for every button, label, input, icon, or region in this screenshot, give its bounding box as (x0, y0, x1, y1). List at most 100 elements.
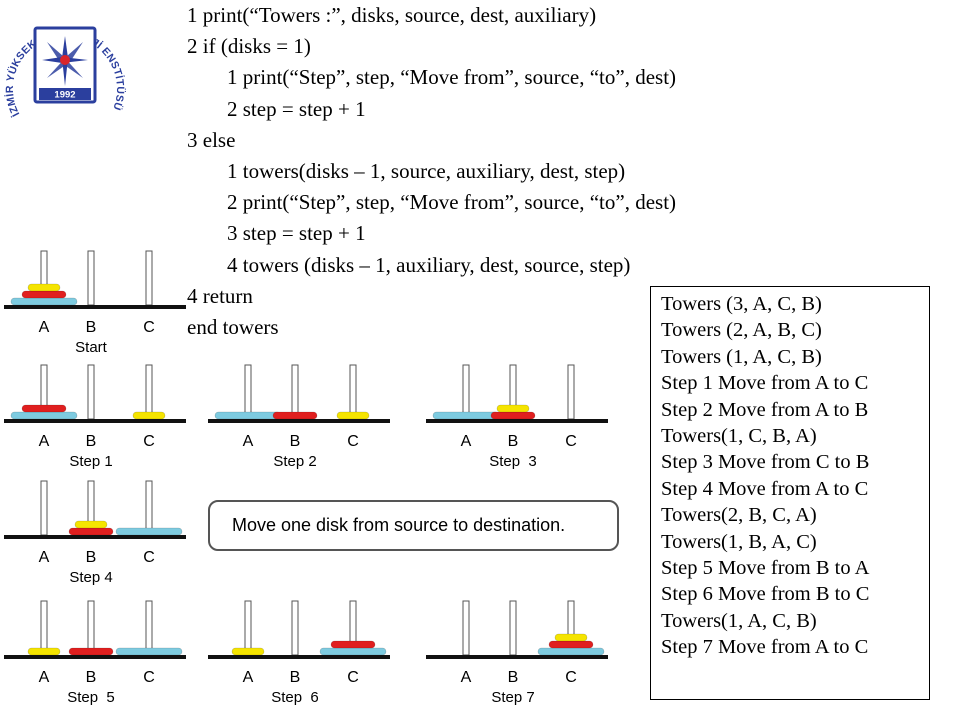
peg (87, 364, 95, 420)
trace-line: Step 2 Move from A to B (661, 398, 869, 421)
diagram-caption: Step 2 (273, 453, 316, 470)
trace-line: Step 6 Move from B to C (661, 583, 870, 606)
code-line: 2 if (disks = 1) (187, 34, 311, 59)
code-line: 3 step = step + 1 (227, 221, 366, 246)
peg (145, 480, 153, 536)
peg (145, 364, 153, 420)
move-rule-callout: Move one disk from source to destination… (208, 500, 619, 551)
peg-label: A (243, 433, 254, 450)
peg (349, 364, 357, 420)
peg-label: A (39, 669, 50, 686)
trace-line: Step 3 Move from C to B (661, 451, 870, 474)
trace-line: Towers (1, A, C, B) (661, 345, 822, 368)
hanoi-diagram: A B C Start (4, 250, 186, 356)
disk-large (115, 527, 183, 536)
peg-label: C (347, 669, 359, 686)
trace-line: Step 7 Move from A to C (661, 636, 869, 659)
disk-large (432, 411, 500, 420)
disk-large (115, 647, 183, 656)
peg-label: A (39, 433, 50, 450)
code-line: 2 step = step + 1 (227, 96, 366, 121)
code-line: 4 towers (disks – 1, auxiliary, dest, so… (227, 252, 631, 277)
disk-medium (490, 411, 536, 420)
base-platform (426, 655, 608, 659)
disk-medium (68, 647, 114, 656)
code-line: 1 print(“Step”, step, “Move from”, sourc… (227, 65, 677, 90)
peg (87, 600, 95, 656)
code-line: 4 return (187, 283, 253, 308)
logo-year: 1992 (54, 90, 75, 101)
institute-logo: İZMİR YÜKSEK TEKNOLOJİ ENSTİTÜSÜ 1992 (3, 26, 127, 119)
base-platform (208, 419, 390, 423)
peg (87, 250, 95, 306)
disk-medium (21, 404, 67, 413)
peg-label: B (508, 669, 519, 686)
peg (462, 600, 470, 656)
diagram-caption: Step 6 (271, 689, 319, 706)
diagram-caption: Step 4 (69, 569, 112, 586)
diagram-caption: Step 1 (69, 453, 112, 470)
disk-large (214, 411, 282, 420)
peg-label: C (143, 669, 155, 686)
base-platform (4, 419, 186, 423)
base-platform (4, 535, 186, 539)
peg-label: B (290, 669, 301, 686)
peg (509, 600, 517, 656)
code-line: 2 print(“Step”, step, “Move from”, sourc… (227, 190, 677, 215)
peg (40, 600, 48, 656)
diagram-caption: Step 5 (67, 689, 115, 706)
peg (244, 600, 252, 656)
base-platform (4, 305, 186, 309)
peg-label: A (461, 433, 472, 450)
peg-label: A (39, 319, 50, 336)
disk-large (10, 297, 78, 306)
trace-line: Towers(1, A, C, B) (661, 609, 817, 632)
code-line: 1 towers(disks – 1, source, auxiliary, d… (227, 159, 626, 184)
disk-large (10, 411, 78, 420)
peg-label: C (565, 433, 577, 450)
peg-label: B (508, 433, 519, 450)
logo-emblem-icon: 1992 (33, 26, 97, 104)
peg (244, 364, 252, 420)
peg-label: C (565, 669, 577, 686)
base-platform (4, 655, 186, 659)
hanoi-diagram: A B C Step 4 (4, 480, 186, 586)
hanoi-diagram: A B C Step 1 (4, 364, 186, 470)
disk-medium (548, 640, 594, 649)
disk-small (27, 283, 61, 292)
disk-medium (68, 527, 114, 536)
peg (567, 364, 575, 420)
peg (145, 250, 153, 306)
code-line: 1 print(“Towers :”, disks, source, dest,… (187, 3, 597, 27)
disk-medium (330, 640, 376, 649)
trace-line: Towers(1, B, A, C) (661, 530, 817, 553)
algorithm-listing: 1 print(“Towers :”, disks, source, dest,… (187, 0, 676, 343)
peg-label: B (86, 433, 97, 450)
peg-label: C (143, 549, 155, 566)
peg (40, 480, 48, 536)
peg (145, 600, 153, 656)
diagram-caption: Start (75, 339, 108, 356)
diagram-caption: Step 3 (489, 453, 537, 470)
peg-label: C (347, 433, 359, 450)
disk-small (132, 411, 166, 420)
disk-large (319, 647, 387, 656)
peg-label: A (461, 669, 472, 686)
disk-small (496, 404, 530, 413)
disk-medium (21, 290, 67, 299)
peg-label: B (86, 549, 97, 566)
disk-small (231, 647, 265, 656)
execution-trace: Towers (3, A, C, B) Towers (2, A, B, C) To… (650, 286, 930, 700)
peg (291, 600, 299, 656)
base-platform (208, 655, 390, 659)
disk-small (554, 633, 588, 642)
hanoi-diagram: A B C Step 2 (208, 364, 390, 470)
peg-label: C (143, 433, 155, 450)
trace-line: Towers (2, A, B, C) (661, 319, 822, 342)
code-line: end towers (187, 315, 279, 340)
hanoi-diagram: A B C Step 7 (426, 600, 608, 706)
trace-line: Step 1 Move from A to C (661, 372, 869, 395)
base-platform (426, 419, 608, 423)
trace-line: Towers (3, A, C, B) (661, 293, 822, 315)
peg-label: B (86, 669, 97, 686)
